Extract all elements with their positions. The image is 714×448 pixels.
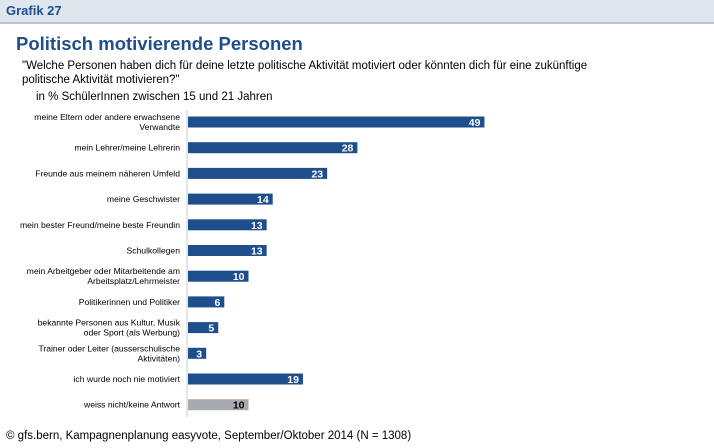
category-label: mein Arbeitgeber oder Mitarbeitende am Ar… xyxy=(27,266,180,286)
category-label: weiss nicht/keine Antwort xyxy=(83,400,181,410)
bar xyxy=(188,142,358,154)
category-label-line: Verwandte xyxy=(139,122,180,132)
value-label: 3 xyxy=(196,348,202,360)
category-label: Schulkollegen xyxy=(126,246,180,256)
survey-question: "Welche Personen haben dich für deine le… xyxy=(22,60,588,86)
value-label: 49 xyxy=(469,117,481,129)
category-label: Freunde aus meinem näheren Umfeld xyxy=(35,168,180,178)
figure-header-bar: Grafik 27 xyxy=(0,0,714,24)
category-label-line: oder Sport (als Werbung) xyxy=(84,328,180,338)
bar xyxy=(188,193,273,205)
value-label: 10 xyxy=(233,400,245,412)
value-label: 13 xyxy=(251,220,263,232)
bar xyxy=(188,167,328,179)
bar xyxy=(188,116,485,128)
category-label: Politikerinnen und Politiker xyxy=(79,297,180,307)
category-label-line: Aktivitäten) xyxy=(137,353,180,363)
category-label: bekannte Personen aus Kultur, Musik oder … xyxy=(38,318,181,338)
bar xyxy=(188,347,207,359)
category-label-line: Arbeitsplatz/Lehrmeister xyxy=(87,276,180,286)
chart-subtitle: in % SchülerInnen zwischen 15 und 21 Jah… xyxy=(36,91,273,103)
chart-title: Politisch motivierende Personen xyxy=(16,33,303,54)
bar xyxy=(188,322,219,334)
bar xyxy=(188,219,267,231)
category-label-line: mein bester Freund/meine beste Freundin xyxy=(20,220,180,230)
value-label: 6 xyxy=(214,297,220,309)
category-label-line: Freunde aus meinem näheren Umfeld xyxy=(35,168,180,178)
bar xyxy=(188,296,225,308)
category-label-line: Politikerinnen und Politiker xyxy=(79,297,180,307)
category-label-line: Trainer oder Leiter (ausserschulische xyxy=(38,343,180,353)
category-label-line: mein Lehrer/meine Lehrerin xyxy=(74,143,180,153)
category-label-line: mein Arbeitgeber oder Mitarbeitende am xyxy=(27,266,180,276)
value-label: 19 xyxy=(287,374,299,386)
value-label: 13 xyxy=(251,246,263,258)
value-label: 5 xyxy=(208,323,214,335)
category-label: Trainer oder Leiter (ausserschulische Akt… xyxy=(38,343,180,363)
category-label: ich wurde noch nie motiviert xyxy=(73,374,180,384)
category-label: meine Geschwister xyxy=(107,194,180,204)
bar xyxy=(188,399,249,411)
category-label-line: weiss nicht/keine Antwort xyxy=(83,400,181,410)
value-label: 14 xyxy=(257,194,269,206)
category-label: meine Eltern oder andere erwachsene Verwa… xyxy=(34,112,180,132)
category-label: mein Lehrer/meine Lehrerin xyxy=(74,143,180,153)
figure-number: Grafik 27 xyxy=(6,3,62,18)
category-label-line: meine Geschwister xyxy=(107,194,180,204)
category-label-line: Schulkollegen xyxy=(126,246,180,256)
value-label: 23 xyxy=(311,168,323,180)
value-label: 10 xyxy=(233,271,245,283)
category-label-line: bekannte Personen aus Kultur, Musik xyxy=(38,318,181,328)
category-label-line: meine Eltern oder andere erwachsene xyxy=(34,112,180,122)
bar xyxy=(188,373,303,385)
bar xyxy=(188,245,267,256)
category-label: mein bester Freund/meine beste Freundin xyxy=(20,220,180,230)
value-label: 28 xyxy=(342,143,354,155)
category-label-line: ich wurde noch nie motiviert xyxy=(73,374,180,384)
source-note: © gfs.bern, Kampagnenplanung easyvote, S… xyxy=(6,430,412,442)
bar xyxy=(188,270,249,282)
